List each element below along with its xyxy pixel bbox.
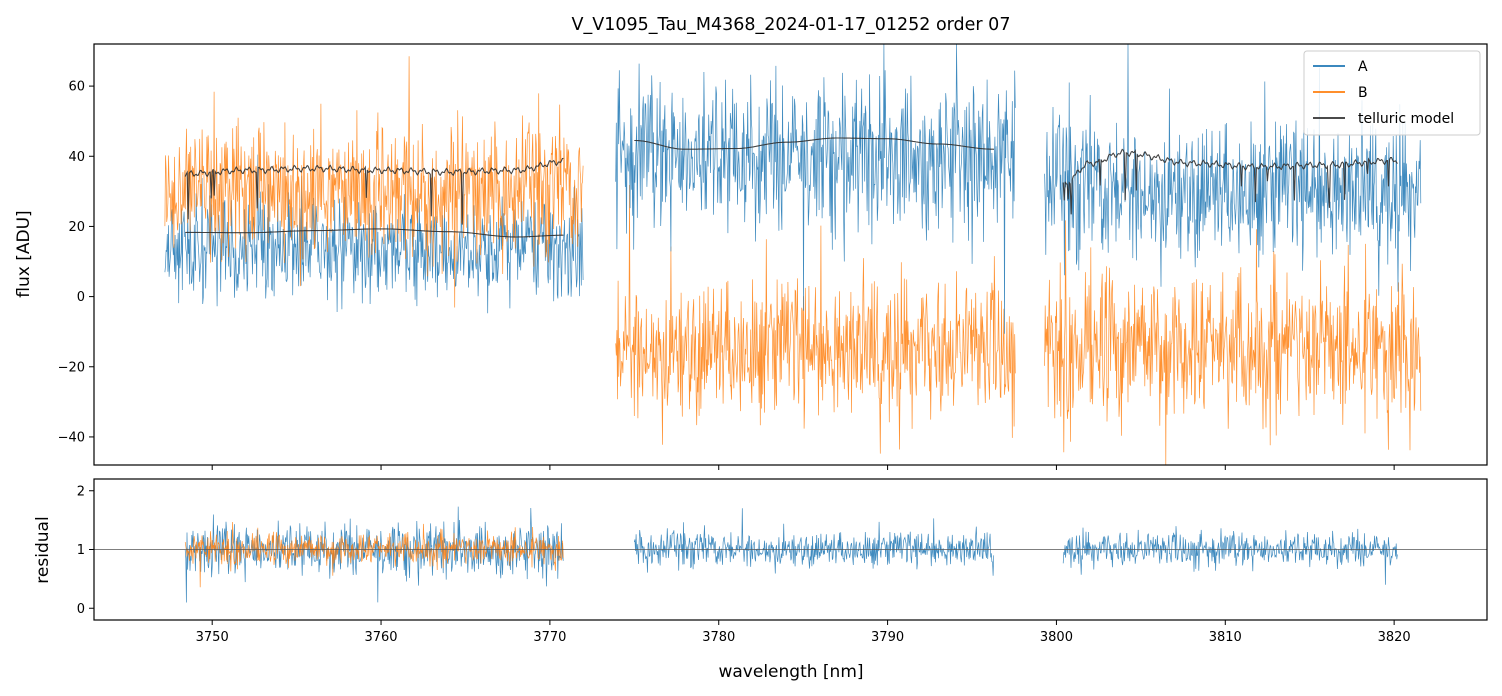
residual-x-ticks: 3750 3760 3770 3780 3790 3800 3810 3820: [196, 620, 1411, 645]
residual-a-segment-2: [633, 508, 995, 576]
spectrum-series-group: [164, 44, 1422, 465]
legend-label-b: B: [1358, 85, 1368, 101]
residual-y-tick-label: 2: [77, 484, 85, 499]
telluric-model-segment-1: [184, 157, 564, 225]
series-b-segment-2: [615, 184, 1016, 454]
legend-box: [1303, 50, 1481, 136]
x-tick-label: 3810: [1209, 630, 1242, 645]
spectrum-y-tick-label: 0: [77, 290, 85, 305]
x-tick-label: 3790: [871, 630, 904, 645]
spectrum-y-tick-label: −20: [58, 360, 85, 375]
telluric-model-segment-2: [185, 228, 564, 238]
series-b-segment-1: [164, 56, 584, 308]
legend-label-telluric: telluric model: [1358, 111, 1454, 127]
x-tick-label: 3750: [196, 630, 229, 645]
chart-title: V_V1095_Tau_M4368_2024-01-17_01252 order…: [572, 15, 1011, 35]
x-tick-label: 3760: [364, 630, 397, 645]
residual-b-segment-1: [184, 521, 564, 588]
spectrum-panel: −40 −20 0 20 40 60 flux [ADU] A B telluric mo…: [14, 43, 1488, 470]
legend-label-a: A: [1358, 59, 1368, 75]
spectrum-data: [164, 44, 1422, 465]
residual-data: [94, 506, 1487, 603]
spectrum-y-tick-label: −40: [58, 430, 85, 445]
x-tick-label: 3800: [1040, 630, 1073, 645]
spectrum-y-tick-label: 20: [68, 220, 85, 235]
residual-y-axis-label: residual: [33, 516, 53, 583]
spectrum-y-ticks: −40 −20 0 20 40 60: [58, 80, 94, 445]
residual-panel: 0 1 2 3750 3760 3770 3780 3790 3800 3810 3820 res…: [33, 478, 1488, 682]
x-tick-label: 3820: [1378, 630, 1411, 645]
spectrum-y-tick-label: 60: [68, 80, 85, 95]
residual-y-tick-label: 0: [77, 602, 85, 617]
telluric-model-segment-4: [1062, 148, 1398, 215]
residual-y-tick-label: 1: [77, 543, 85, 558]
residual-a-segment-3: [1062, 526, 1398, 585]
x-tick-label: 3770: [533, 630, 566, 645]
spectrum-x-ticks: [211, 465, 1395, 470]
residual-a-segment-1: [184, 506, 564, 603]
x-axis-label: wavelength [nm]: [718, 662, 863, 682]
series-a-segment-2: [615, 44, 1016, 334]
residual-y-ticks: 0 1 2: [77, 484, 94, 617]
x-tick-label: 3780: [702, 630, 735, 645]
spectrum-y-axis-label: flux [ADU]: [14, 210, 34, 297]
series-a-segment-3: [1044, 44, 1422, 296]
legend: A B telluric model: [1303, 50, 1481, 136]
telluric-model-segment-3: [634, 137, 995, 150]
spectrum-axes-frame: [93, 43, 1488, 466]
spectrum-y-tick-label: 40: [68, 150, 85, 165]
series-b-segment-3: [1044, 220, 1422, 465]
residual-series-group: [94, 506, 1487, 603]
